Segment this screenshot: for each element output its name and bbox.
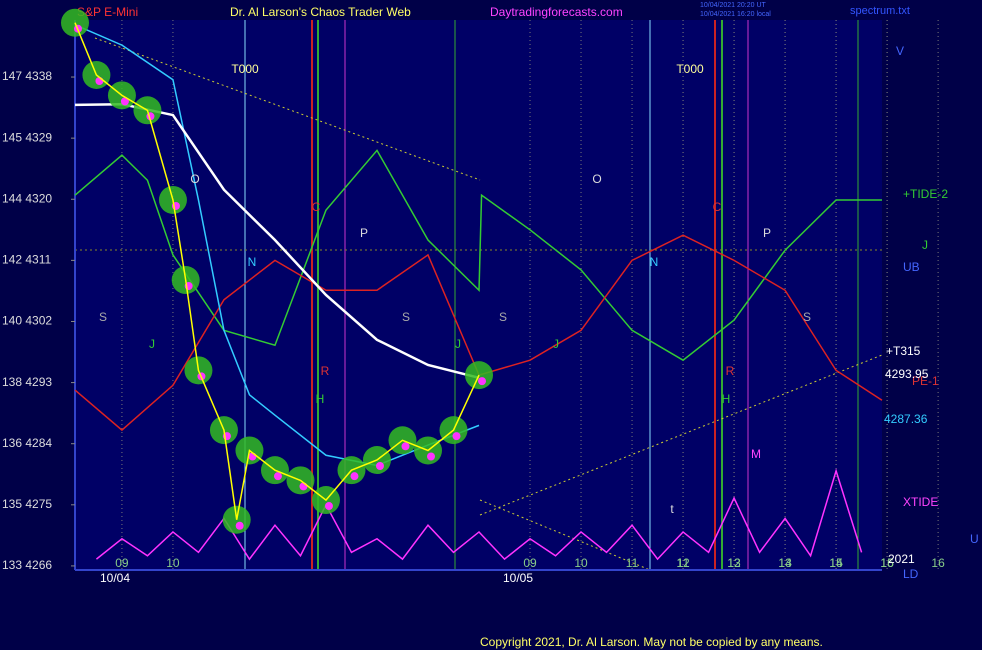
x-tick-label: 13 bbox=[727, 556, 741, 570]
annotation: T000 bbox=[676, 62, 704, 76]
right-label: V bbox=[896, 44, 904, 58]
decor bbox=[74, 20, 883, 571]
y-tick-label: 144 4320 bbox=[2, 191, 52, 205]
annotation: S bbox=[99, 310, 107, 324]
annotation: H bbox=[316, 392, 325, 406]
annotation: P bbox=[763, 226, 771, 240]
dot bbox=[426, 452, 435, 461]
dot bbox=[273, 472, 282, 481]
y-tick-label: 147 4338 bbox=[2, 69, 52, 83]
y-tick-label: 136 4284 bbox=[2, 436, 52, 450]
x-tick-label: 15 bbox=[880, 556, 894, 570]
series-line bbox=[74, 22, 480, 520]
dot bbox=[375, 462, 384, 470]
right-label: LD bbox=[903, 567, 919, 581]
annotation: C bbox=[713, 200, 722, 214]
y-tick-label: 140 4302 bbox=[2, 314, 52, 328]
annotation: J bbox=[149, 337, 155, 351]
y-tick-label: 133 4266 bbox=[2, 558, 52, 572]
x-tick-label: 10 bbox=[166, 556, 180, 570]
date-label: 10/05 bbox=[503, 571, 533, 585]
dot bbox=[120, 97, 129, 106]
x-tick-label: 11 bbox=[677, 556, 690, 570]
stamp: 10/04/2021 16:20 local bbox=[700, 11, 771, 18]
stamp: 10/04/2021 20:20 UT bbox=[700, 2, 766, 9]
annotation: P bbox=[360, 226, 368, 240]
annotation: S bbox=[402, 310, 410, 324]
dot bbox=[324, 502, 333, 511]
annotation: R bbox=[726, 364, 735, 378]
right-label: +TIDE-2 bbox=[903, 187, 948, 201]
legend-entry: 4293.95 bbox=[885, 367, 929, 381]
series-line bbox=[74, 24, 480, 467]
dot bbox=[452, 432, 461, 441]
annotation: N bbox=[248, 255, 257, 269]
x-tick-label: 10 bbox=[574, 556, 588, 570]
annotation: J bbox=[455, 337, 461, 351]
annotation: N bbox=[650, 255, 659, 269]
instrument: S&P E-Mini bbox=[77, 5, 138, 19]
dot bbox=[350, 472, 359, 481]
annotation: O bbox=[190, 172, 199, 186]
x-tick-label: 16 bbox=[880, 556, 894, 570]
y-tick-label: 142 4311 bbox=[2, 253, 51, 267]
annotation: S bbox=[499, 310, 507, 324]
dot bbox=[401, 442, 410, 451]
file-name: spectrum.txt bbox=[850, 5, 910, 17]
annotation: J bbox=[553, 337, 559, 351]
x-tick-label: 09 bbox=[115, 556, 129, 570]
annotation: C bbox=[312, 200, 321, 214]
date-label: 10/04 bbox=[100, 571, 130, 585]
right-label: UB bbox=[903, 260, 920, 274]
annotation: O bbox=[592, 172, 601, 186]
y-tick-label: 135 4275 bbox=[2, 497, 52, 511]
y-tick-label: 138 4293 bbox=[2, 375, 52, 389]
site: Daytradingforecasts.com bbox=[490, 5, 623, 19]
copyright: Copyright 2021, Dr. Al Larson. May not b… bbox=[480, 635, 823, 649]
right-label: J bbox=[922, 238, 928, 252]
annotation: R bbox=[321, 364, 330, 378]
dot bbox=[235, 521, 244, 530]
annotation: t bbox=[670, 502, 674, 516]
x-tick-label: 13 bbox=[778, 556, 792, 570]
right-label: +T315 bbox=[886, 344, 921, 358]
dot bbox=[478, 377, 487, 386]
x-tick-label: 15 bbox=[829, 556, 843, 570]
x-tick-label: 11 bbox=[626, 556, 639, 570]
x-tick-label: 12 bbox=[727, 556, 741, 570]
annotation: S bbox=[803, 310, 811, 324]
annotation: T000 bbox=[231, 62, 259, 76]
right-label: 2021 bbox=[888, 552, 915, 566]
series-line bbox=[74, 149, 882, 362]
x-tick-label: 16 bbox=[931, 556, 945, 570]
plot-area bbox=[75, 20, 882, 570]
x-tick-label: 12 bbox=[676, 556, 690, 570]
right-label: U bbox=[970, 532, 979, 546]
chart-title: Dr. Al Larson's Chaos Trader Web bbox=[230, 5, 411, 19]
right-label: XTIDE bbox=[903, 495, 938, 509]
x-tick-label: 14 bbox=[829, 556, 843, 570]
annotation: H bbox=[722, 392, 731, 406]
right-label: PE-1 bbox=[912, 374, 939, 388]
x-tick-label: 09 bbox=[523, 556, 537, 570]
legend-entry: 4287.36 bbox=[884, 412, 928, 426]
annotation: M bbox=[751, 447, 761, 461]
y-tick-label: 145 4329 bbox=[2, 130, 52, 144]
x-tick-label: 14 bbox=[778, 556, 792, 570]
